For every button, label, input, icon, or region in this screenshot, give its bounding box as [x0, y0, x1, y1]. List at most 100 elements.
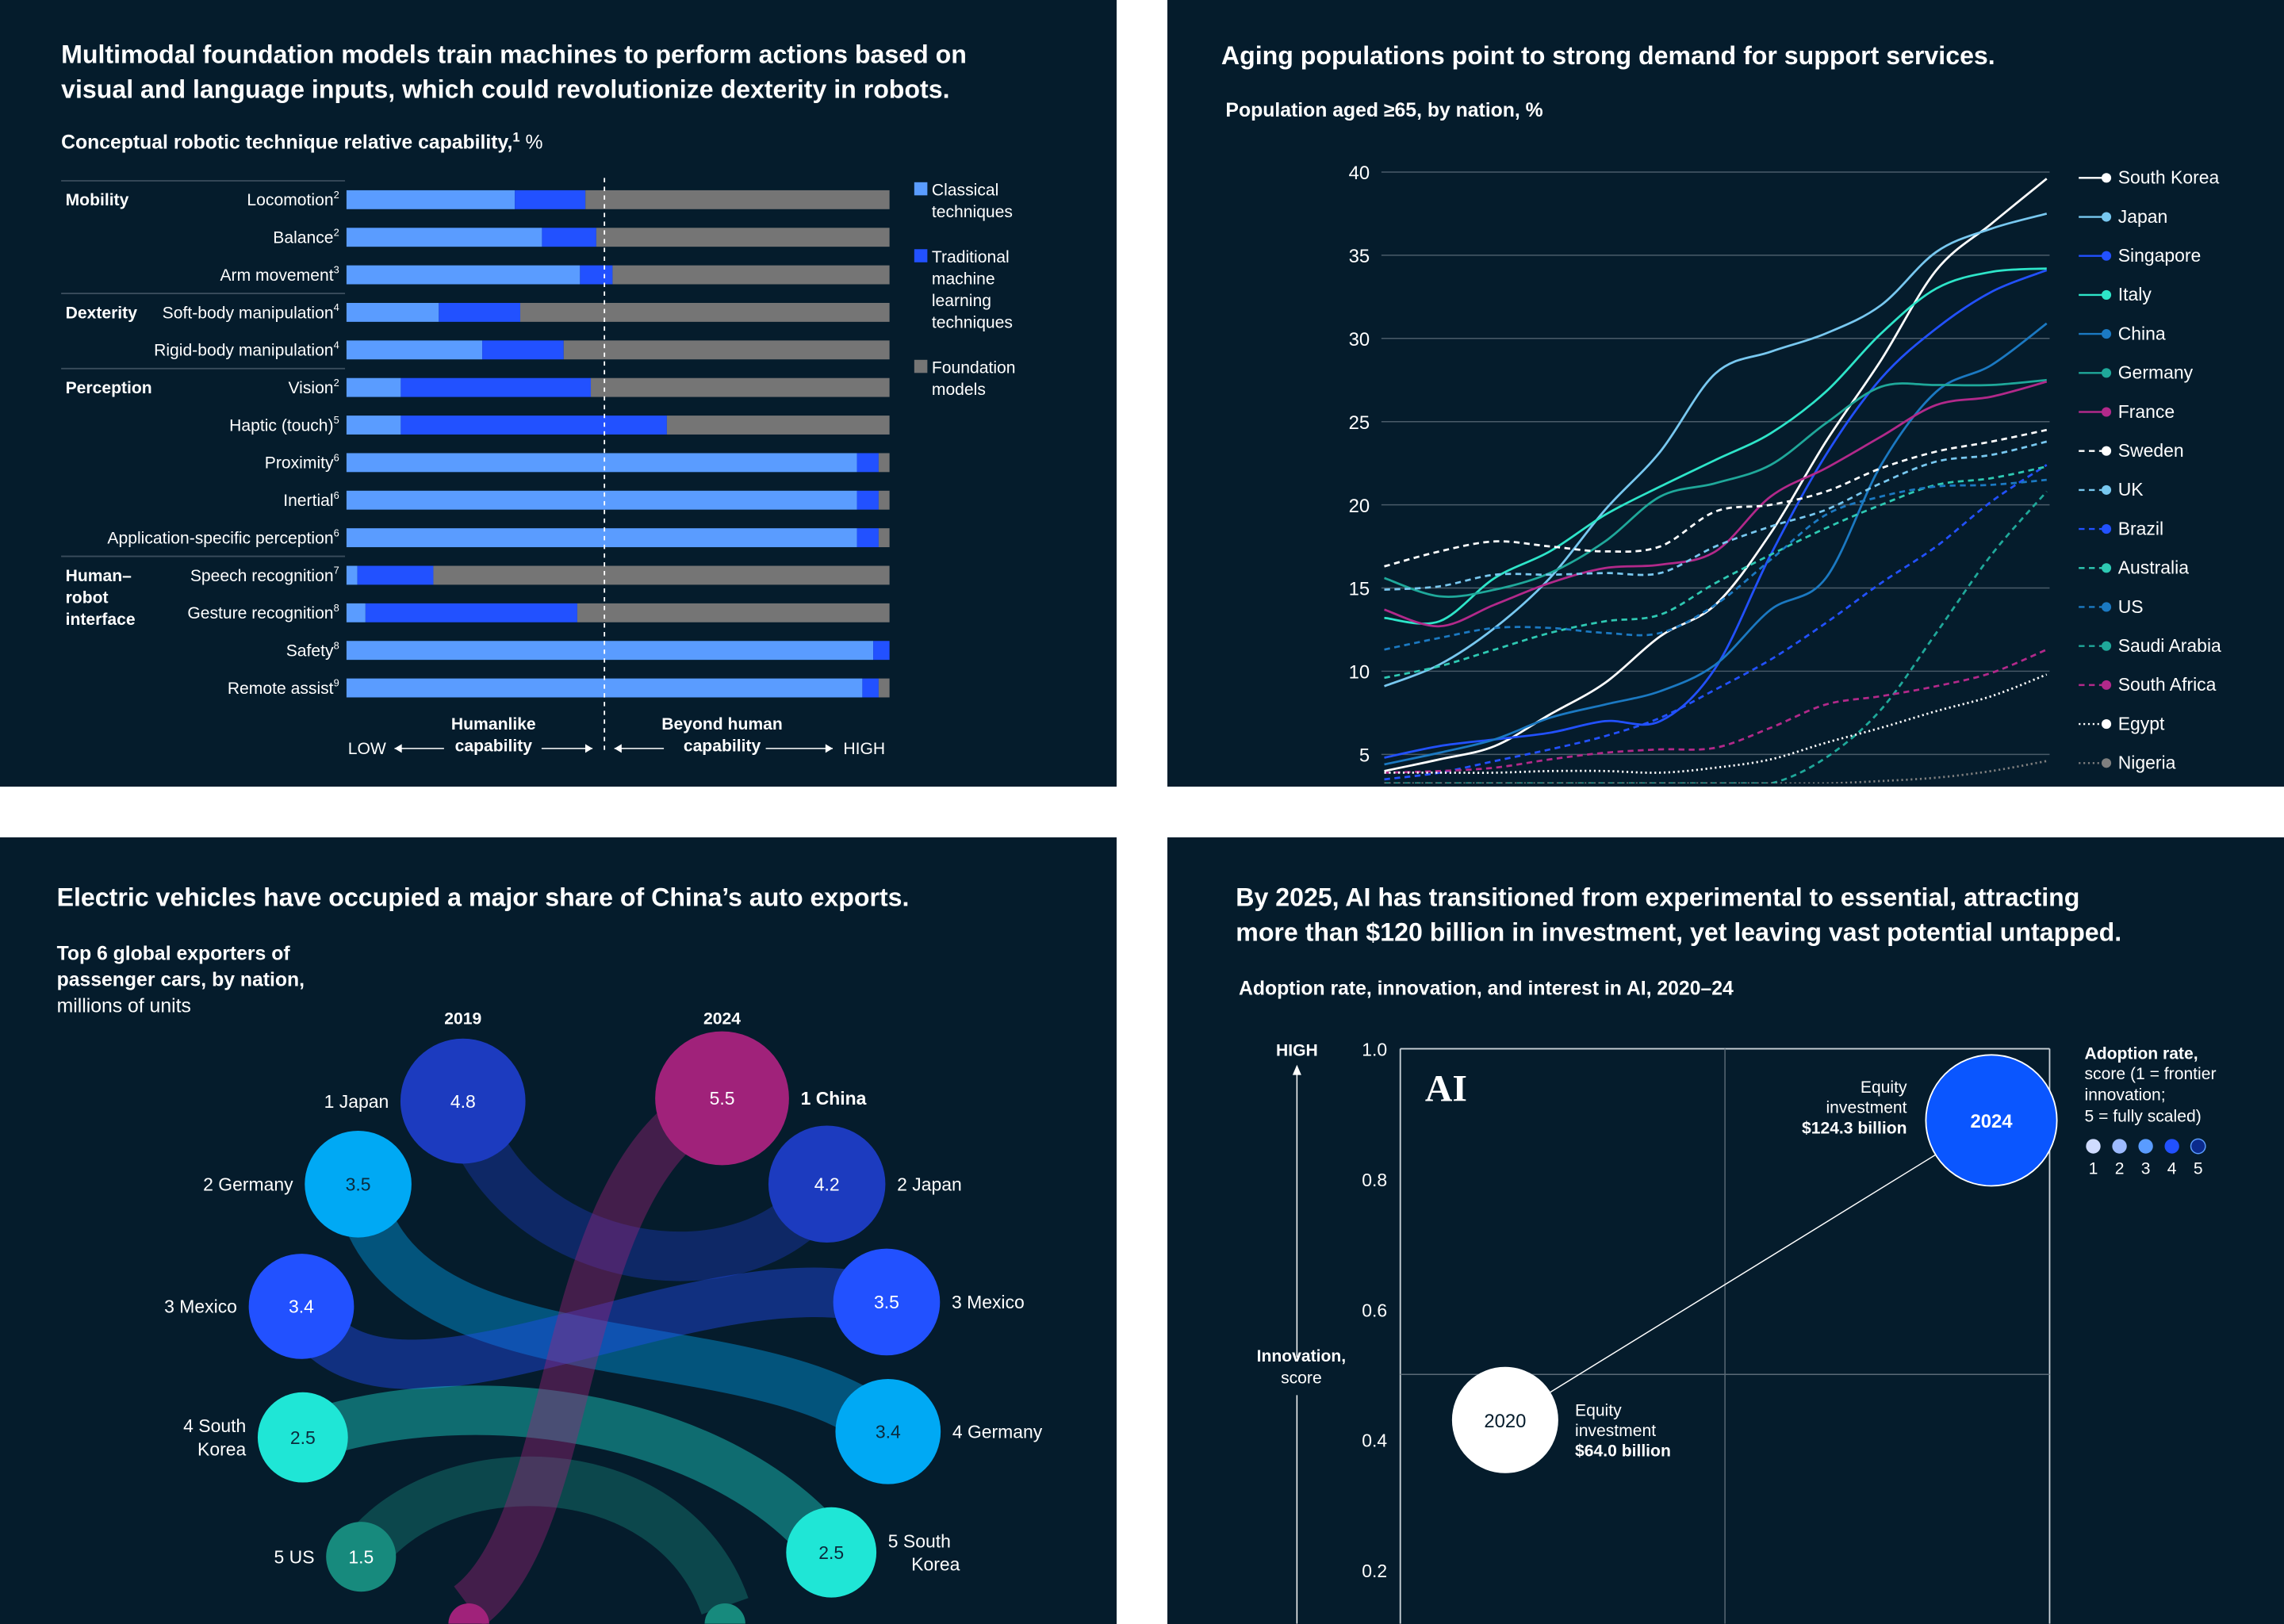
bubble-mexico: [833, 1248, 941, 1356]
row-footnote: 6: [334, 527, 339, 538]
bubble-value: 4.2: [814, 1174, 840, 1195]
bar-classical: [346, 377, 401, 397]
legend-label: Classical: [932, 181, 998, 199]
bar-classical: [346, 603, 366, 622]
investment-label: Equity: [1861, 1078, 1907, 1097]
country-rank-label: 4 Germany: [952, 1422, 1043, 1442]
series-line-china: [1384, 322, 2048, 766]
bubble-mexico: [248, 1254, 354, 1359]
bar-foundation: [612, 265, 890, 285]
bubble-year-label: 2024: [1970, 1111, 2013, 1132]
row-footnote: 6: [334, 452, 339, 464]
axis-beyond-label: capability: [684, 737, 761, 756]
bar-classical: [346, 565, 358, 585]
axis-arrowhead: [614, 744, 622, 753]
legend-label: Saudi Arabia: [2118, 635, 2221, 656]
legend-dot: [2101, 173, 2112, 183]
bar-traditional_ml: [482, 340, 564, 360]
legend-dot: [2101, 289, 2112, 300]
bubble-value: 2.5: [290, 1427, 316, 1448]
row-label: Haptic (touch)5: [229, 414, 339, 435]
row-footnote: 2: [334, 377, 339, 389]
bar-traditional_ml: [400, 377, 592, 397]
bubble-value: 5.5: [710, 1088, 735, 1109]
country-rank-label: 3 Mexico: [164, 1297, 237, 1317]
investment-label: investment: [1826, 1099, 1907, 1117]
group-label: interface: [66, 611, 136, 629]
legend-score-label: 4: [2167, 1159, 2177, 1178]
chart-subtitle-line-1: Top 6 global exporters of: [57, 944, 291, 965]
row-label-text: Balance: [273, 229, 333, 247]
axis-beyond-label: Beyond human: [661, 715, 782, 733]
row-label-text: Application-specific perception: [107, 529, 333, 547]
legend-label: South Africa: [2118, 674, 2217, 695]
bar-traditional_ml: [365, 603, 577, 622]
y-tick-label: 1.0: [1362, 1040, 1387, 1060]
legend-score-label: 3: [2141, 1159, 2151, 1178]
bubble-germany: [305, 1130, 412, 1238]
series-line-uk: [1384, 440, 2048, 592]
axis-arrowhead: [394, 744, 402, 753]
y-tick-label: 40: [1349, 163, 1370, 184]
legend-label: France: [2118, 401, 2175, 422]
legend-dot: [2101, 368, 2112, 378]
row-label: Speech recognition7: [190, 565, 339, 585]
ev-exports-panel: Electric vehicles have occupied a major …: [0, 837, 1117, 1624]
legend-label: Brazil: [2118, 518, 2163, 538]
bar-foundation: [878, 490, 890, 510]
series-line-south-korea: [1384, 178, 2048, 772]
series-line-italy: [1384, 267, 2047, 625]
row-label-text: Proximity: [265, 454, 334, 473]
axis-high-label: HIGH: [843, 740, 885, 758]
series-line-egypt: [1384, 673, 2048, 774]
row-label-text: Arm movement: [220, 266, 333, 285]
row-footnote: 4: [334, 301, 339, 313]
row-label-text: Speech recognition: [190, 567, 334, 585]
row-label: Balance2: [273, 226, 339, 247]
country-rank-label: Korea: [911, 1554, 960, 1575]
legend-dot: [2101, 602, 2112, 612]
row-label-text: Locomotion: [247, 191, 333, 209]
series-group: [1384, 178, 2048, 783]
y-tick-label: 30: [1349, 329, 1370, 350]
country-rank-label: 4 South: [183, 1415, 246, 1436]
legend-label: Nigeria: [2118, 753, 2176, 773]
legend-text: 5 = fully scaled): [2085, 1107, 2202, 1125]
legend-score-label: 2: [2115, 1159, 2125, 1178]
chart-title: Electric vehicles have occupied a major …: [57, 883, 910, 912]
legend-label: Foundation: [932, 358, 1016, 377]
legend-dot: [2101, 251, 2112, 261]
bubble-value: 3.5: [874, 1292, 899, 1312]
group-label: robot: [66, 588, 109, 607]
row-label: Gesture recognition8: [187, 602, 339, 622]
legend-label: Japan: [2118, 206, 2168, 227]
row-footnote: 3: [334, 264, 339, 276]
bubble-2020: [1451, 1366, 1558, 1473]
y-tick-label: 10: [1349, 662, 1370, 684]
bar-traditional_ml: [515, 190, 586, 209]
axis-arrowhead: [584, 744, 593, 753]
aging-population-panel: Aging populations point to strong demand…: [1167, 0, 2284, 787]
year-2019-label: 2019: [444, 1009, 481, 1028]
country-rank-label: 1 China: [801, 1088, 867, 1109]
legend-text: innovation;: [2085, 1086, 2166, 1105]
series-line-south-africa: [1384, 648, 2048, 774]
country-rank-label: 2 Germany: [203, 1174, 293, 1195]
ribbon-germany: [333, 1179, 905, 1451]
legend-score-dot: [2190, 1138, 2206, 1155]
bubble-south-korea: [786, 1507, 877, 1598]
legend-label: Germany: [2118, 362, 2194, 383]
y-axis-label: Innovation,: [1257, 1347, 1347, 1365]
row-label-text: Rigid-body manipulation: [154, 342, 333, 360]
ribbon-south-korea: [294, 1385, 851, 1568]
legend-score-label: 1: [2089, 1159, 2098, 1178]
bar-traditional_ml: [580, 265, 613, 285]
row-label: Inertial6: [283, 489, 339, 510]
country-rank-label: 1 Japan: [324, 1091, 389, 1112]
legend-dot: [2101, 446, 2112, 456]
legend-dot: [2101, 524, 2112, 534]
country-rank-label: 2 Japan: [897, 1174, 962, 1195]
row-label-text: Gesture recognition: [187, 604, 333, 622]
bar-foundation: [520, 303, 890, 322]
bar-foundation: [585, 190, 890, 209]
